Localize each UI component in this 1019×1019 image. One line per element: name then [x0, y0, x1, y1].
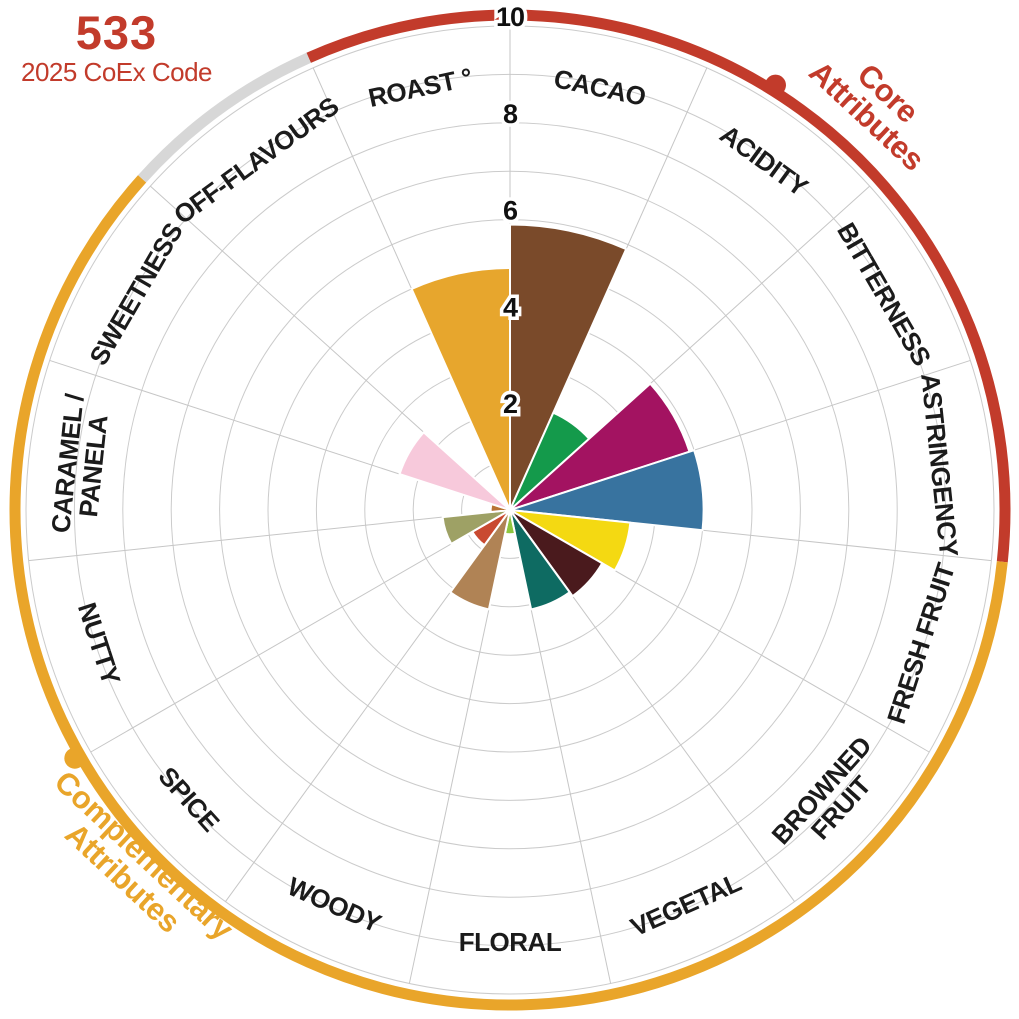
spoke-10: [90, 509, 511, 753]
arc-neutral: [138, 52, 311, 183]
dot-core: [764, 74, 786, 96]
wedge-sweetness: [398, 431, 511, 511]
sector-label-acidity: ACIDITY: [714, 119, 813, 202]
wedge-browned-fruit: [509, 509, 604, 598]
wedge-cacao: [509, 223, 628, 511]
sector-label-vegetal: VEGETAL: [626, 867, 746, 942]
group-dots: [64, 74, 786, 769]
wedge-roast: [410, 267, 511, 511]
sector-label-floral: FLORAL: [459, 927, 562, 957]
sector-label-woody: WOODY: [283, 871, 385, 939]
arc-core: [306, 9, 1011, 563]
tick-labels: 2 4 6 8 10: [492, 0, 528, 423]
wedge-nutty: [441, 509, 511, 545]
spoke-11: [28, 509, 511, 562]
label-core-attributes: CoreAttributes: [802, 32, 952, 178]
sector-label-fresh-fruit: FRESH FRUIT: [881, 559, 961, 727]
tick-6: 6: [503, 196, 518, 226]
wedge-woody: [449, 509, 511, 611]
wedge-astringency: [509, 449, 705, 532]
dot-complementary: [64, 747, 86, 769]
sector-label-cacao: CACAO: [551, 63, 648, 112]
arc-complementary: [9, 175, 1008, 1011]
tick-4: 4: [503, 292, 518, 322]
sector-label-astringency: ASTRINGENCY: [915, 372, 964, 558]
value-wedges: [398, 223, 705, 611]
sector-label-nutty: NUTTY: [72, 599, 127, 688]
tick-10: 10: [496, 2, 524, 32]
tick-2: 2: [503, 389, 517, 419]
wedge-vegetal: [509, 509, 571, 611]
sector-label-off-flavours: OFF-FLAVOURS: [168, 91, 344, 230]
wedge-fresh-fruit: [509, 509, 632, 572]
tick-8: 8: [503, 99, 518, 129]
sample-code: 533: [75, 6, 158, 59]
sector-label-caramel-panela: CARAMEL /PANELA: [45, 392, 115, 537]
sample-header: 533 2025 CoEx Code: [14, 8, 219, 88]
sector-label-roast: ROAST °: [366, 62, 475, 113]
sector-label-spice: SPICE: [153, 761, 226, 837]
label-complementary-attributes: ComplementaryAttributes: [27, 764, 241, 970]
outer-arc-segments: [9, 9, 1011, 1011]
sample-subtitle: 2025 CoEx Code: [20, 57, 213, 88]
